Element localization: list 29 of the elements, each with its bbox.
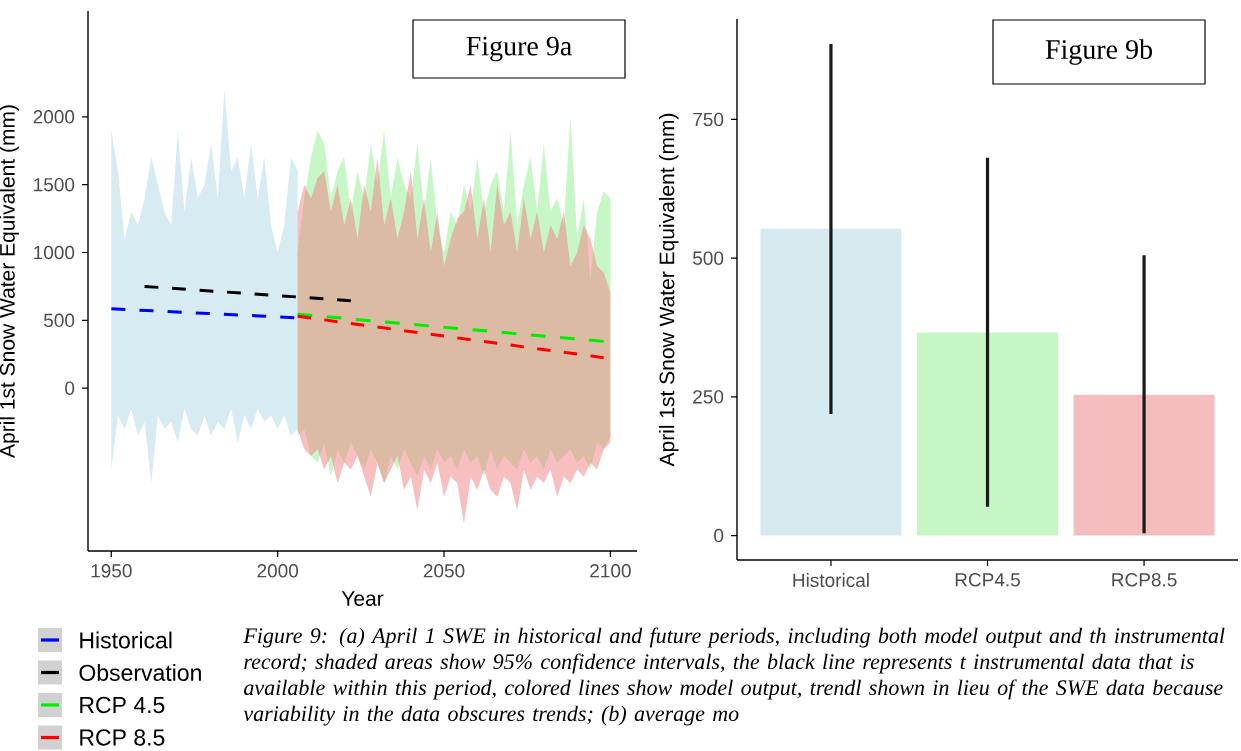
legend-label: RCP 8.5 bbox=[80, 729, 165, 746]
y-tick-label: 500 bbox=[43, 313, 75, 328]
bar bbox=[1073, 394, 1215, 536]
y-axis-title: April 1st Snow Water Equivalent (mm) bbox=[658, 113, 679, 467]
text: Figure 9: (a) April 1 SWE in historical and future periods, including both model output and th instrumental record; shaded areas show 95% confidence intervals, the black line represents t instrumental data that is available within this period, colored lines show model output, trendl shown in lieu of the SWE data because variability in the data obscures trends; (b) average mo bbox=[243, 627, 1225, 726]
x-axis-title: Year bbox=[341, 591, 384, 606]
x-tick-label: RCP8.5 bbox=[1112, 573, 1177, 587]
y-tick-label: 1000 bbox=[34, 245, 75, 260]
x-tick-label: 2000 bbox=[257, 564, 299, 578]
x-tick-label: RCP4.5 bbox=[955, 573, 1020, 587]
y-tick-label: 750 bbox=[693, 112, 724, 127]
x-tick-label: Historical bbox=[793, 573, 869, 588]
y-tick-label: 2000 bbox=[33, 110, 75, 124]
annotation: Figure 9b bbox=[1045, 39, 1152, 65]
annotation: Figure 9a bbox=[466, 36, 572, 62]
y-tick-label: 250 bbox=[693, 390, 724, 404]
y-tick-label: 0 bbox=[65, 381, 75, 395]
y-axis-title: April 1st Snow Water Equivalent (mm) bbox=[0, 105, 19, 458]
x-tick-label: 2100 bbox=[590, 564, 631, 578]
legend-label: RCP 4.5 bbox=[80, 696, 165, 714]
y-tick-label: 1500 bbox=[34, 177, 75, 192]
x-tick-label: 2050 bbox=[423, 564, 465, 578]
legend-label: Historical bbox=[80, 631, 172, 649]
y-tick-label: 0 bbox=[714, 528, 724, 543]
bar bbox=[760, 228, 902, 536]
x-tick-label: 1950 bbox=[91, 564, 132, 578]
legend-label: Observation bbox=[79, 664, 201, 681]
bar bbox=[917, 332, 1058, 536]
y-tick-label: 500 bbox=[692, 251, 724, 265]
